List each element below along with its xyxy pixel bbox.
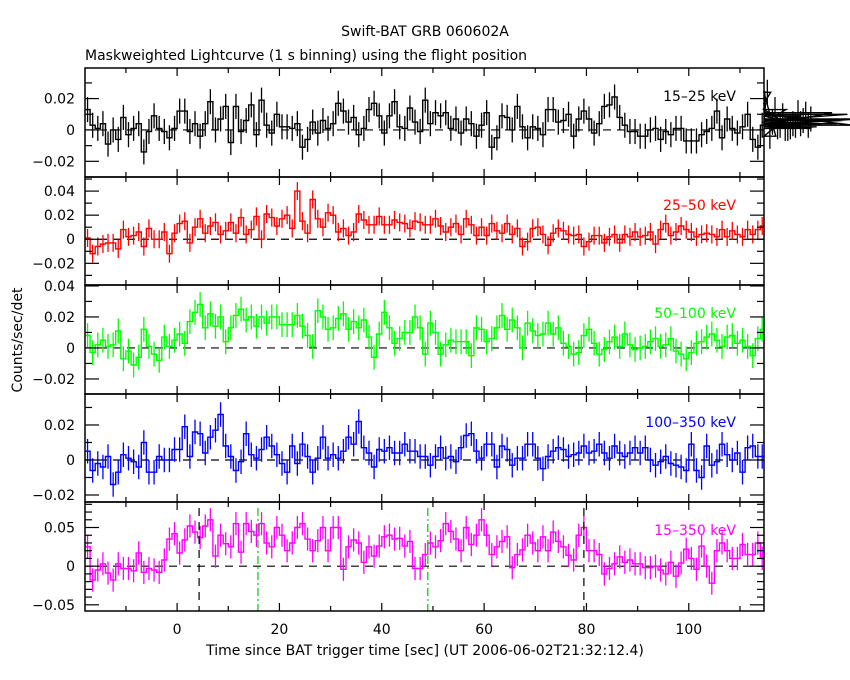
y-tick-label: 0.02: [44, 208, 75, 224]
lightcurve-step-line: [85, 190, 764, 255]
y-tick-label: 0.04: [44, 279, 75, 295]
x-tick-label: 20: [271, 622, 289, 638]
lightcurve-step-line: [85, 91, 850, 153]
y-tick-label: 0.02: [44, 92, 75, 108]
y-tick-label: −0.02: [32, 372, 75, 388]
y-tick-label: 0: [66, 453, 75, 469]
y-axis-label: Counts/sec/det: [10, 287, 26, 392]
x-tick-label: 80: [578, 622, 596, 638]
energy-band-label: 50–100 keV: [654, 306, 736, 322]
y-tick-label: 0.05: [44, 521, 75, 537]
lightcurve-step-line: [85, 303, 764, 366]
y-tick-label: 0: [66, 341, 75, 357]
lightcurve-step-line: [85, 519, 764, 584]
y-tick-label: 0: [66, 232, 75, 248]
x-tick-label: 40: [373, 622, 391, 638]
panel-15-350-keV: −0.05 0 0.05 15–350 keV: [32, 501, 765, 614]
energy-band-label: 100–350 keV: [645, 415, 736, 431]
chart-title: Swift-BAT GRB 060602A: [341, 24, 509, 40]
y-tick-label: 0: [66, 559, 75, 575]
panel-100-350-keV: −0.02 0 0.02 100–350 keV: [32, 393, 765, 504]
energy-band-label: 15–350 keV: [654, 523, 736, 539]
panel-25-50-keV: −0.02 0 0.02 0.04 25–50 keV: [32, 176, 765, 286]
y-tick-label: −0.02: [32, 154, 75, 170]
y-tick-label: −0.02: [32, 488, 75, 504]
panel-15-25-keV: −0.02 0 0.02 15–25 keV: [32, 67, 850, 178]
panels-group: −0.02 0 0.02 15–25 keV −0.02 0 0.02 0.04 25–50 k…: [32, 67, 850, 638]
y-tick-label: −0.05: [32, 598, 75, 614]
energy-band-label: 25–50 keV: [663, 198, 736, 214]
y-tick-label: 0: [66, 123, 75, 139]
lightcurve-step-line: [85, 413, 764, 486]
y-tick-label: 0.04: [44, 184, 75, 200]
x-tick-label: 60: [475, 622, 493, 638]
y-tick-label: 0.02: [44, 310, 75, 326]
x-tick-label: 0: [173, 622, 182, 638]
panel-frame: [84, 501, 765, 612]
y-tick-label: −0.02: [32, 256, 75, 272]
panel-50-100-keV: −0.02 0 0.02 0.04 50–100 keV: [32, 279, 765, 395]
energy-band-label: 15–25 keV: [663, 89, 736, 105]
x-tick-label: 100: [675, 622, 702, 638]
x-axis-label: Time since BAT trigger time [sec] (UT 20…: [205, 643, 644, 659]
y-tick-label: 0.02: [44, 418, 75, 434]
chart-subtitle: Maskweighted Lightcurve (1 s binning) us…: [85, 48, 527, 64]
